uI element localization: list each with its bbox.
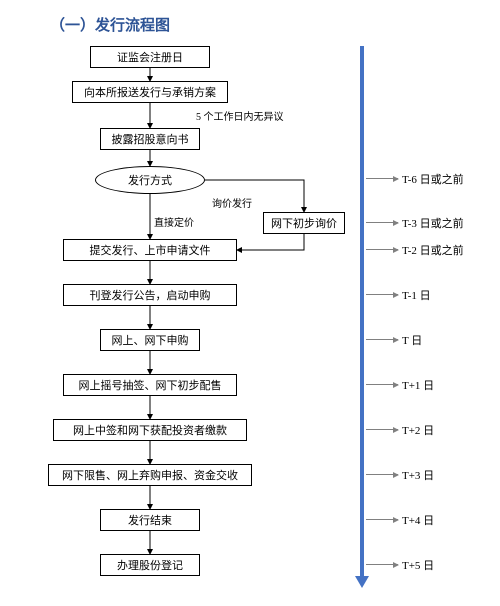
timeline-label-8: T+4 日 — [402, 512, 434, 528]
timeline-label-5: T+1 日 — [402, 377, 434, 393]
timeline-arrow-1 — [366, 222, 398, 223]
timeline-arrow-5 — [366, 384, 398, 385]
diagram-title: （一）发行流程图 — [50, 14, 170, 35]
timeline-label-2: T-2 日或之前 — [402, 242, 464, 258]
timeline-arrow-6 — [366, 429, 398, 430]
timeline-arrow-2 — [366, 249, 398, 250]
flow-node-n10: 网上中签和网下获配投资者缴款 — [53, 419, 247, 441]
edge-label-0: 5 个工作日内无异议 — [196, 108, 284, 123]
timeline-arrow-0 — [366, 178, 398, 179]
flow-node-n1: 证监会注册日 — [90, 46, 210, 68]
flow-node-n5: 网下初步询价 — [263, 212, 345, 234]
flow-node-n3: 披露招股意向书 — [100, 128, 200, 150]
flow-node-n7: 刊登发行公告，启动申购 — [63, 284, 237, 306]
timeline-label-3: T-1 日 — [402, 287, 431, 303]
flow-node-n6: 提交发行、上市申请文件 — [63, 239, 237, 261]
timeline-label-0: T-6 日或之前 — [402, 171, 464, 187]
timeline-label-7: T+3 日 — [402, 467, 434, 483]
timeline-arrow-3 — [366, 294, 398, 295]
flow-node-n13: 办理股份登记 — [100, 554, 200, 576]
timeline-arrow-9 — [366, 564, 398, 565]
timeline-label-6: T+2 日 — [402, 422, 434, 438]
edge-label-1: 询价发行 — [212, 195, 252, 210]
timeline-arrow-7 — [366, 474, 398, 475]
timeline-bar — [360, 46, 364, 576]
flow-node-n9: 网上摇号抽签、网下初步配售 — [63, 374, 237, 396]
flow-node-n12: 发行结束 — [100, 509, 200, 531]
timeline-label-9: T+5 日 — [402, 557, 434, 573]
timeline-arrow-8 — [366, 519, 398, 520]
timeline-arrowhead — [355, 576, 369, 588]
timeline-label-4: T 日 — [402, 332, 422, 348]
timeline-arrow-4 — [366, 339, 398, 340]
flow-node-n11: 网下限售、网上弃购申报、资金交收 — [48, 464, 252, 486]
flow-node-n2: 向本所报送发行与承销方案 — [72, 81, 228, 103]
flow-node-n4: 发行方式 — [95, 166, 205, 194]
flow-node-n8: 网上、网下申购 — [100, 329, 200, 351]
timeline-label-1: T-3 日或之前 — [402, 215, 464, 231]
edge-label-2: 直接定价 — [154, 214, 194, 229]
